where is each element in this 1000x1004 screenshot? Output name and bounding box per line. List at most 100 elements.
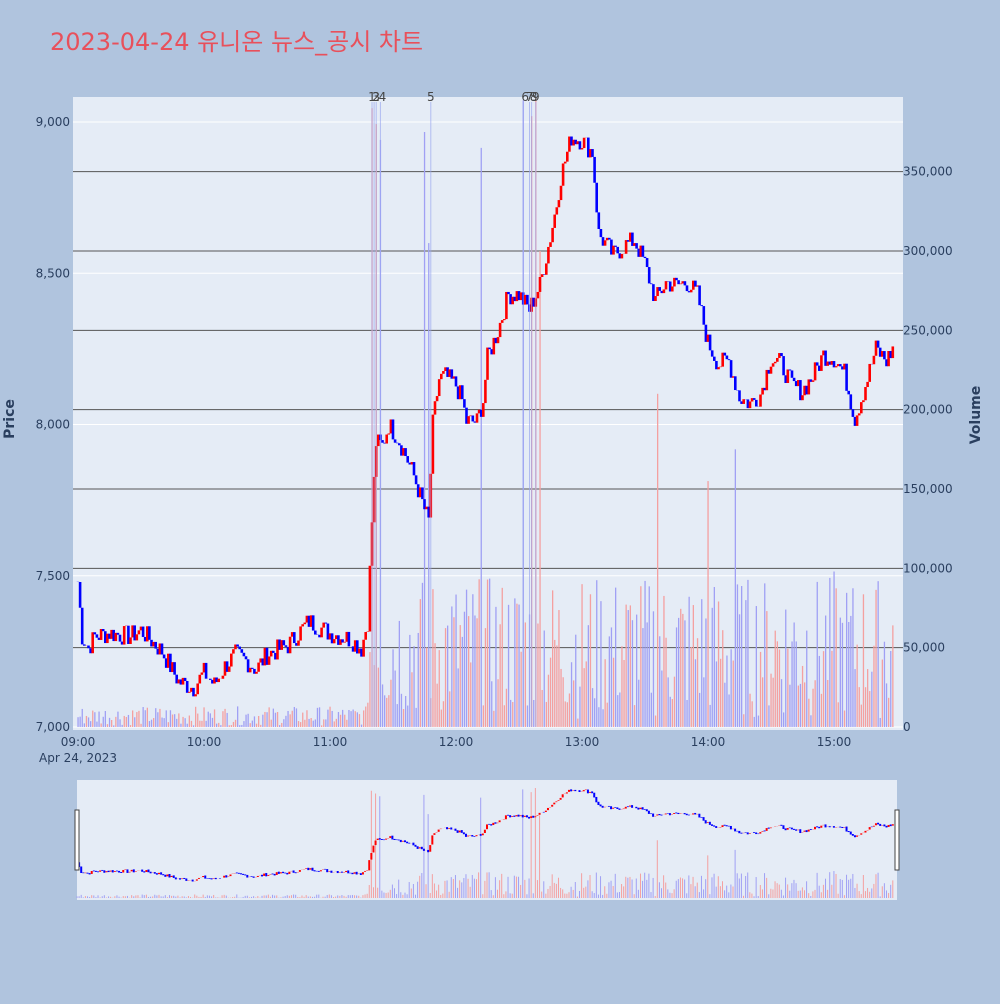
volume-bar — [743, 714, 744, 727]
range-slider-volume-bar — [325, 897, 326, 898]
volume-bar — [464, 612, 465, 727]
volume-bar — [653, 611, 654, 727]
range-slider-volume-bar — [270, 897, 271, 898]
volume-bar — [827, 680, 828, 727]
range-slider-volume-bar — [478, 872, 479, 898]
volume-bar — [281, 723, 282, 727]
range-slider-volume-bar — [354, 895, 355, 898]
volume-bar — [500, 624, 501, 727]
range-slider-volume-bar — [682, 878, 683, 898]
range-slider-volume-bar — [308, 897, 309, 898]
range-slider-volume-bar — [213, 895, 214, 898]
range-slider-volume-bar — [615, 874, 616, 898]
volume-bar — [176, 719, 177, 727]
range-slider-volume-bar — [451, 877, 452, 898]
range-slider-volume-bar — [276, 895, 277, 898]
range-slider-right-handle[interactable] — [895, 810, 899, 870]
volume-bar — [483, 705, 484, 727]
volume-bar — [760, 652, 761, 727]
volume-bar — [395, 671, 396, 727]
range-slider-volume-bar — [377, 888, 378, 898]
volume-bar — [292, 711, 293, 727]
volume-bar — [546, 702, 547, 727]
volume-bar — [691, 647, 692, 727]
range-slider-volume-bar — [581, 873, 582, 898]
range-slider-volume-bar — [571, 887, 572, 898]
volume-bar — [628, 610, 629, 727]
volume-bar — [346, 720, 347, 727]
range-slider-volume-bar — [775, 881, 776, 898]
range-slider-volume-bar — [480, 798, 481, 898]
range-slider-volume-bar — [186, 897, 187, 898]
volume-bar — [678, 618, 679, 727]
volume-bar — [208, 712, 209, 727]
volume-bar — [791, 641, 792, 727]
range-slider-volume-bar — [301, 896, 302, 898]
range-slider-volume-bar — [636, 879, 637, 898]
volume-bar — [556, 645, 557, 727]
range-slider-volume-bar — [720, 886, 721, 898]
price-tick-label: 8,000 — [36, 418, 70, 432]
range-slider-volume-bar — [840, 879, 841, 898]
range-slider-volume-bar — [657, 840, 658, 898]
range-slider-volume-bar — [369, 885, 370, 898]
range-slider-volume-bar — [419, 876, 420, 898]
volume-bar — [657, 394, 658, 727]
range-slider-volume-bar — [264, 895, 265, 898]
volume-bar — [571, 662, 572, 727]
volume-bar — [558, 610, 559, 727]
volume-bar — [840, 618, 841, 727]
volume-bar — [703, 677, 704, 727]
range-slider-volume-bar — [602, 895, 603, 898]
range-slider-volume-bar — [785, 878, 786, 898]
volume-bar — [825, 616, 826, 727]
volume-bar — [418, 633, 419, 727]
volume-bar — [747, 580, 748, 727]
range-slider-volume-bar — [266, 895, 267, 898]
volume-bar — [632, 620, 633, 727]
volume-bar — [149, 721, 150, 727]
range-slider-volume-bar — [205, 897, 206, 898]
range-slider-volume-bar — [152, 896, 153, 898]
range-slider-volume-bar — [201, 897, 202, 898]
volume-bar — [802, 666, 803, 727]
volume-bar — [128, 715, 129, 727]
range-slider-volume-bar — [669, 893, 670, 898]
range-slider-volume-bar — [844, 895, 845, 898]
volume-bar — [359, 714, 360, 727]
volume-bar — [130, 725, 131, 727]
range-slider-volume-bar — [211, 896, 212, 898]
volume-bar — [615, 588, 616, 727]
volume-bar — [365, 707, 366, 727]
range-slider-volume-bar — [535, 788, 536, 898]
volume-bar — [243, 721, 244, 727]
range-slider-volume-bar — [87, 896, 88, 898]
range-slider-volume-bar — [98, 895, 99, 898]
range-slider-volume-bar — [295, 895, 296, 898]
volume-bar — [798, 686, 799, 727]
range-slider-left-handle[interactable] — [75, 810, 79, 870]
volume-bar — [443, 701, 444, 727]
volume-bar — [481, 148, 482, 727]
volume-bar — [363, 710, 364, 727]
volume-bar — [86, 716, 87, 727]
volume-bar — [886, 683, 887, 727]
range-slider-volume-bar — [518, 877, 519, 898]
volume-bar — [609, 636, 610, 727]
volume-bar — [817, 582, 818, 727]
volume-bar — [161, 718, 162, 727]
range-slider-volume-bar — [484, 881, 485, 898]
range-slider-volume-bar — [566, 894, 567, 898]
volume-bar — [626, 605, 627, 727]
volume-bar — [409, 635, 410, 727]
volume-bar — [785, 610, 786, 727]
volume-bar — [854, 669, 855, 727]
volume-bar — [220, 725, 221, 727]
range-slider-volume-bar — [253, 896, 254, 898]
range-slider-volume-bar — [880, 896, 881, 898]
range-slider-volume-bar — [329, 894, 330, 898]
volume-bar — [180, 724, 181, 727]
range-slider-volume-bar — [838, 894, 839, 898]
volume-bar — [890, 651, 891, 727]
